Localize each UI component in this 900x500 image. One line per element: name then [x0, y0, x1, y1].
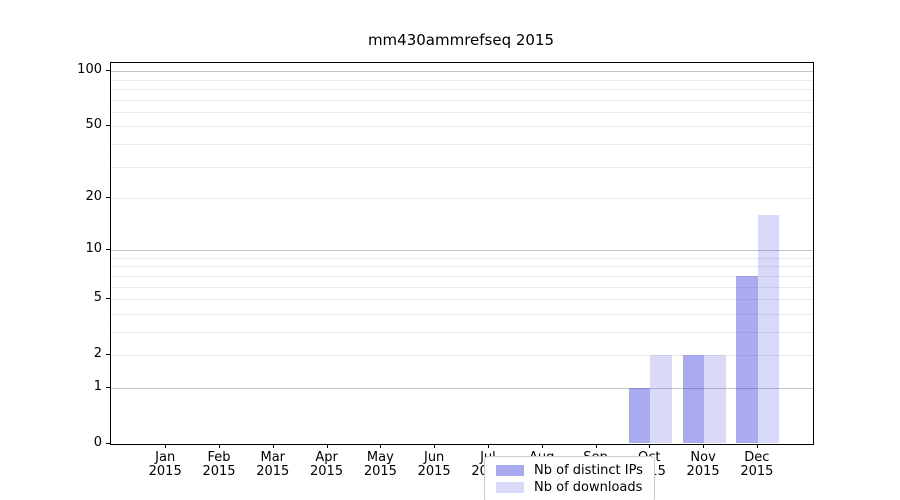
x-tick-label: Jan 2015 — [135, 449, 195, 479]
x-tick-year: 2015 — [740, 463, 774, 479]
y-tick-label: 20 — [85, 188, 102, 204]
legend-label-distinct-ips: Nb of distinct IPs — [534, 463, 643, 478]
x-tick-year: 2015 — [256, 463, 290, 479]
x-tick-year: 2015 — [686, 463, 720, 479]
minor-gridline — [111, 286, 813, 288]
y-tick-label: 100 — [77, 62, 102, 78]
y-tick-label: 2 — [93, 345, 102, 361]
x-tick-mark — [272, 443, 274, 448]
y-tick-mark — [106, 442, 110, 444]
x-tick-mark — [703, 443, 705, 448]
x-tick-label: Apr 2015 — [297, 449, 357, 479]
minor-gridline — [111, 89, 813, 91]
legend-swatch-distinct-ips-icon — [496, 465, 524, 476]
minor-gridline — [111, 331, 813, 333]
x-tick-month: Jun — [423, 449, 445, 465]
minor-gridline — [111, 313, 813, 315]
y-tick-mark — [106, 353, 110, 355]
minor-gridline — [111, 126, 813, 128]
x-tick-month: Dec — [744, 449, 770, 465]
major-gridline — [111, 387, 813, 389]
x-tick-year: 2015 — [148, 463, 182, 479]
x-tick-label: May 2015 — [350, 449, 410, 479]
x-tick-month: Feb — [207, 449, 231, 465]
minor-gridline — [111, 166, 813, 168]
bar-dec-series0 — [736, 275, 758, 444]
y-tick-label: 5 — [93, 290, 102, 305]
x-tick-year: 2015 — [363, 463, 397, 479]
y-tick-mark — [106, 125, 110, 127]
bar-nov-series0 — [682, 354, 705, 444]
legend-swatch-downloads-icon — [496, 482, 524, 493]
minor-gridline — [111, 299, 813, 300]
chart-title: mm430ammrefseq 2015 — [367, 31, 555, 49]
x-tick-mark — [487, 443, 489, 448]
minor-gridline — [111, 266, 813, 268]
x-tick-mark — [756, 443, 758, 448]
y-tick-label: 10 — [85, 241, 102, 257]
bar-oct-series1 — [650, 354, 672, 444]
minor-gridline — [111, 144, 813, 146]
legend-label-downloads: Nb of downloads — [534, 480, 643, 495]
x-tick-mark — [218, 443, 220, 448]
plot-area: Nb of distinct IPs Nb of downloads — [110, 62, 814, 500]
x-tick-year: 2015 — [310, 463, 344, 479]
x-tick-month: Mar — [260, 449, 286, 465]
y-tick-mark — [106, 386, 110, 388]
major-gridline — [111, 250, 813, 252]
x-tick-label: Dec 2015 — [727, 449, 787, 479]
y-tick-mark — [106, 249, 110, 251]
legend: Nb of distinct IPs Nb of downloads — [484, 456, 655, 500]
x-tick-label: Mar 2015 — [243, 449, 303, 479]
y-tick-label: 50 — [85, 117, 102, 133]
minor-gridline — [111, 354, 813, 356]
y-tick-mark — [106, 196, 110, 198]
x-tick-year: 2015 — [417, 463, 451, 479]
x-tick-mark — [595, 443, 597, 448]
x-tick-mark — [649, 443, 651, 448]
minor-gridline — [111, 111, 813, 113]
legend-item-downloads: Nb of downloads — [496, 479, 643, 496]
x-tick-label: Nov 2015 — [673, 449, 733, 479]
x-tick-mark — [434, 443, 436, 448]
x-tick-month: May — [366, 449, 394, 465]
legend-item-distinct-ips: Nb of distinct IPs — [496, 462, 643, 479]
bar-nov-series1 — [704, 354, 726, 444]
major-gridline — [111, 71, 813, 73]
y-tick-mark — [106, 298, 110, 299]
x-tick-month: Nov — [690, 449, 716, 465]
x-tick-label: Feb 2015 — [189, 449, 249, 479]
x-tick-mark — [541, 443, 543, 448]
bar-dec-series1 — [757, 215, 780, 444]
y-tick-label: 0 — [93, 434, 102, 450]
x-tick-year: 2015 — [202, 463, 236, 479]
bar-oct-series0 — [628, 387, 651, 444]
x-tick-mark — [326, 443, 328, 448]
y-tick-label: 1 — [93, 378, 102, 394]
minor-gridline — [111, 257, 813, 259]
x-tick-mark — [380, 443, 382, 448]
x-tick-mark — [165, 443, 167, 448]
x-tick-label: Jun 2015 — [404, 449, 464, 479]
minor-gridline — [111, 79, 813, 81]
minor-gridline — [111, 275, 813, 277]
x-tick-month: Apr — [315, 449, 338, 465]
minor-gridline — [111, 99, 813, 101]
minor-gridline — [111, 197, 813, 199]
x-tick-month: Jan — [155, 449, 176, 465]
y-tick-mark — [106, 70, 110, 72]
